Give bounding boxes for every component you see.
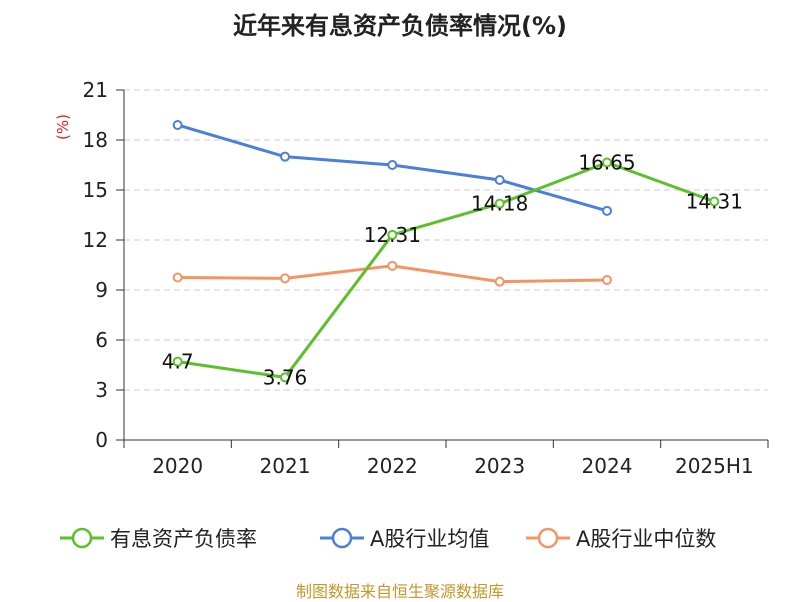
y-axis-unit-label: (%) bbox=[54, 114, 72, 140]
data-point-blue bbox=[602, 205, 612, 216]
data-point-green bbox=[709, 196, 720, 207]
data-point-orange bbox=[172, 272, 183, 283]
legend-circle bbox=[71, 527, 93, 549]
legend-marker-icon bbox=[60, 527, 104, 549]
data-label: 14.31 bbox=[686, 190, 743, 214]
y-tick-label: 15 bbox=[83, 178, 108, 202]
legend-label: A股行业均值 bbox=[370, 527, 490, 551]
data-point-green bbox=[387, 229, 398, 240]
series-line-green bbox=[177, 161, 715, 379]
x-tick-label: 2023 bbox=[474, 454, 525, 478]
data-point-blue bbox=[172, 120, 183, 130]
x-tick-label: 2024 bbox=[582, 454, 633, 478]
legend-label: 有息资产负债率 bbox=[110, 527, 257, 551]
data-point-green bbox=[172, 356, 183, 367]
data-point-blue bbox=[387, 160, 398, 170]
data-point-blue bbox=[280, 151, 290, 162]
data-label: 16.65 bbox=[578, 151, 635, 175]
x-tick-label: 2022 bbox=[367, 454, 418, 478]
source-footer: 制图数据来自恒生聚源数据库 bbox=[295, 582, 504, 601]
y-tick-label: 3 bbox=[95, 378, 108, 402]
y-tick-label: 12 bbox=[83, 228, 108, 252]
legend-circle bbox=[331, 527, 353, 549]
y-tick-label: 9 bbox=[95, 278, 108, 302]
legend-item[interactable]: 有息资产负债率 bbox=[60, 518, 257, 558]
series-lines bbox=[172, 120, 720, 383]
legend: 有息资产负债率 A股行业均值 A股行业中位数 bbox=[0, 518, 800, 558]
y-tick-label: 6 bbox=[95, 328, 108, 352]
legend-item[interactable]: A股行业均值 bbox=[320, 518, 489, 558]
legend-marker-icon bbox=[320, 527, 364, 549]
legend-label: A股行业中位数 bbox=[576, 527, 717, 551]
data-point-orange bbox=[494, 276, 505, 287]
data-point-green bbox=[494, 198, 505, 209]
axes: 0 3 6 9 12 15 18 21 2020 2021 2022 2023 2024 2025H1 bbox=[83, 78, 769, 478]
legend-circle bbox=[537, 527, 559, 549]
data-point-orange bbox=[280, 273, 290, 284]
data-label: 12.31 bbox=[364, 223, 421, 247]
data-label: 3.76 bbox=[263, 365, 308, 389]
y-tick-label: 21 bbox=[83, 78, 108, 102]
data-point-blue bbox=[494, 175, 505, 185]
data-point-green bbox=[280, 372, 290, 383]
y-tick-label: 18 bbox=[83, 128, 108, 152]
grid-lines bbox=[124, 89, 768, 391]
data-point-green bbox=[602, 157, 612, 168]
y-tick-label: 0 bbox=[95, 428, 108, 452]
data-label: 4.7 bbox=[162, 350, 194, 374]
x-tick-label: 2025H1 bbox=[675, 454, 754, 478]
legend-item[interactable]: A股行业中位数 bbox=[526, 518, 716, 558]
data-point-orange bbox=[602, 275, 612, 285]
data-point-orange bbox=[387, 260, 398, 271]
legend-marker-icon bbox=[526, 527, 570, 549]
x-tick-label: 2021 bbox=[260, 454, 311, 478]
data-label: 14.18 bbox=[471, 192, 528, 216]
x-tick-label: 2020 bbox=[152, 454, 203, 478]
chart-title: 近年来有息资产负债率情况(%) bbox=[233, 12, 567, 40]
data-labels: 4.7 3.76 12.31 14.18 16.65 14.31 bbox=[162, 151, 743, 390]
